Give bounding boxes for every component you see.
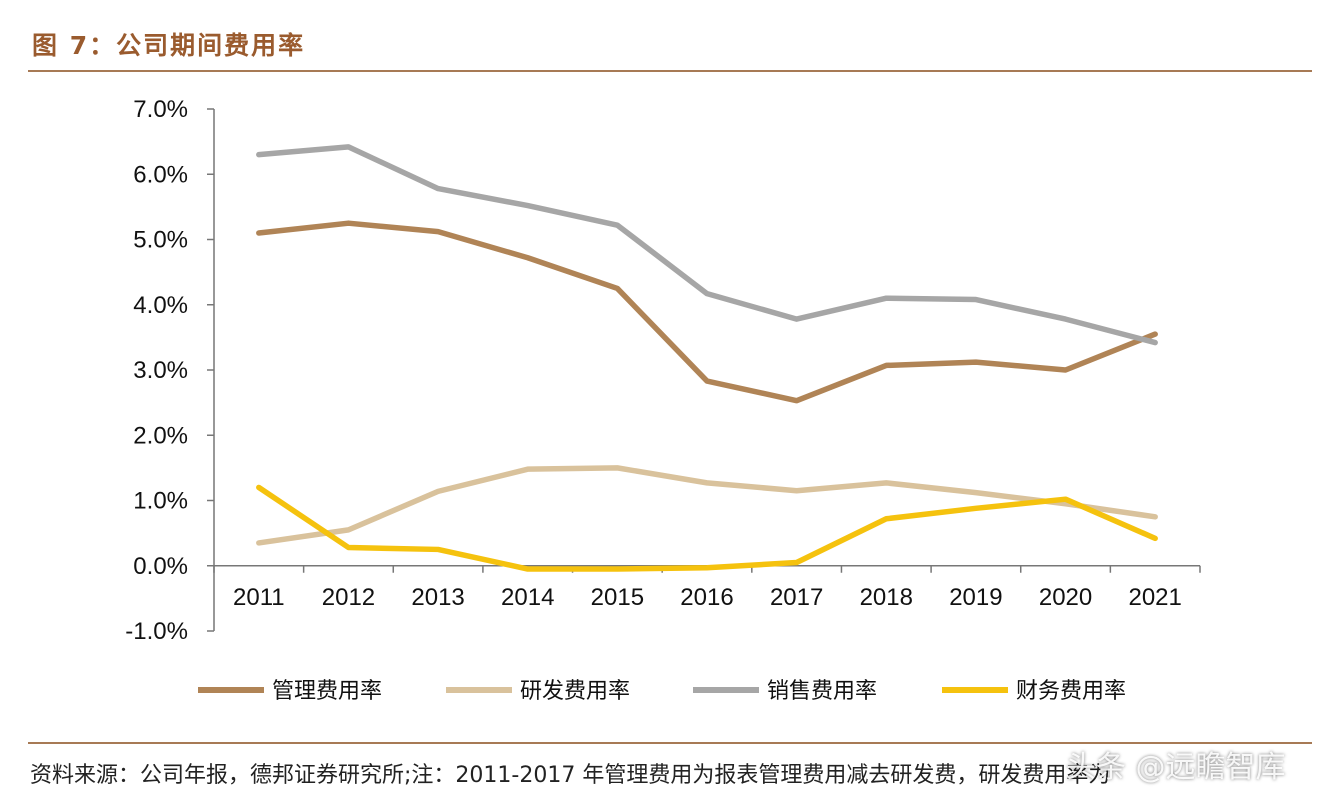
y-axis-labels: 7.0% 6.0% 5.0% 4.0% 3.0% 2.0% 1.0% 0.0% -1.0% [125,96,188,645]
footer-divider [28,742,1312,744]
legend-label: 管理费用率 [272,679,382,704]
x-axis-labels: 2011 2012 2013 2014 2015 2016 2017 2018 2019 2020… [233,584,1182,611]
legend-label: 销售费用率 [767,679,877,704]
x-tick-label: 2011 [233,584,285,611]
series-line [256,465,1158,546]
series-line [256,144,1158,346]
x-tick-label: 2016 [680,584,733,611]
x-tick-label: 2019 [949,584,1002,611]
legend-label: 财务费用率 [1016,679,1126,704]
series-lines [256,144,1158,572]
x-tick-label: 2015 [591,584,644,611]
x-tick-label: 2014 [501,584,554,611]
chart-legend: 管理费用率 研发费用率 销售费用率 财务费用率 [198,679,1126,704]
y-tick-label: -1.0% [125,618,188,645]
y-tick-label: 4.0% [133,292,188,319]
y-tick-label: 2.0% [133,422,188,449]
y-tick-label: 1.0% [133,488,188,515]
x-tick-label: 2021 [1128,584,1181,611]
x-tick-label: 2017 [770,584,823,611]
legend-label: 研发费用率 [520,679,630,704]
series-line [256,484,1158,572]
x-tick-label: 2013 [411,584,464,611]
y-tick-label: 5.0% [133,227,188,254]
y-tick-label: 6.0% [133,161,188,188]
y-tick-label: 0.0% [133,553,188,580]
watermark: 头条 @远瞻智库 [1066,750,1286,785]
x-tick-label: 2018 [860,584,913,611]
source-note: 资料来源：公司年报，德邦证券研究所;注：2011-2017 年管理费用为报表管理… [30,763,1111,788]
y-tick-label: 3.0% [133,357,188,384]
x-tick-label: 2020 [1039,584,1092,611]
figure-title: 图 7：公司期间费用率 [32,31,306,60]
line-chart: 7.0% 6.0% 5.0% 4.0% 3.0% 2.0% 1.0% 0.0% -1.0% 20… [125,96,1201,704]
series-line [256,220,1158,404]
title-divider [28,70,1312,72]
x-tick-label: 2012 [322,584,375,611]
y-tick-label: 7.0% [133,96,188,123]
